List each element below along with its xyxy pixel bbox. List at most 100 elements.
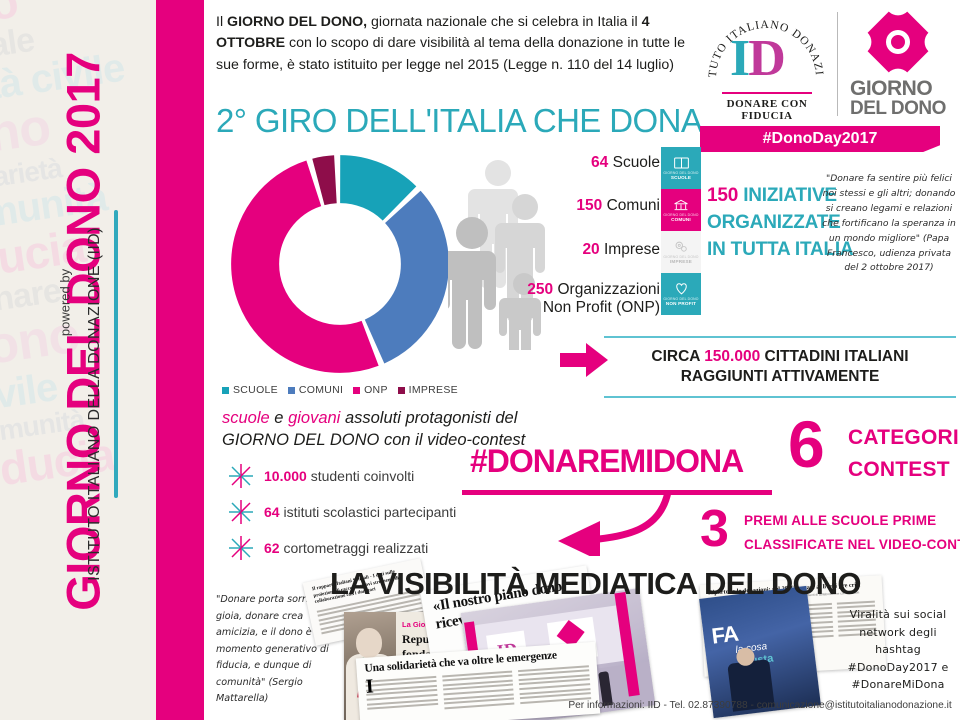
gdd-line1: GIORNO — [850, 77, 933, 100]
category-badges: GIORNO DEL DONO SCUOLE GIORNO DEL DONO C… — [661, 147, 701, 315]
iniziative-word: INIZIATIVE — [738, 185, 837, 206]
bullet-number: 64 — [264, 504, 280, 520]
left-sidebar: dono ufficiale carità civile dono solida… — [0, 0, 156, 720]
sidebar-divider — [114, 210, 118, 498]
legend-item-onp: ONP — [353, 384, 388, 396]
sg-mid2: assoluti protagonisti del — [340, 409, 518, 427]
bullet-list: 10.000 studenti coinvolti 64 istituti sc… — [226, 458, 556, 566]
circa-rule-top — [604, 336, 956, 338]
list-item: 64 istituti scolastici partecipanti — [226, 494, 556, 530]
gdd-wordmark: GIORNO DEL DONO — [850, 78, 948, 118]
stat-label-imprese: Imprese — [599, 240, 660, 258]
clipping-kicker: La Giornata — [402, 620, 444, 629]
stat-scuole: 64 Scuole — [500, 154, 660, 172]
heart-icon — [675, 283, 687, 295]
arrow-right-icon — [560, 343, 608, 377]
circa-line2: RAGGIUNTI ATTIVAMENTE — [680, 367, 880, 385]
contest-premi-line2: CLASSIFICATE NEL VIDEO-CONTEST — [744, 536, 960, 552]
contest-premi-line1: PREMI ALLE SCUOLE PRIME — [744, 513, 937, 528]
sg-pink-giovani: giovani — [288, 409, 341, 427]
sg-pink-scuole: scuole — [222, 409, 270, 427]
clipping-fa-la-cosa-giusta: FA la cosa giusta — [699, 585, 821, 719]
viral-line1: Viralità sui social — [849, 608, 947, 621]
hashtag-donaremidona: #DONAREMIDONA — [470, 443, 744, 479]
chart-legend: SCUOLE COMUNI ONP IMPRESE — [222, 384, 458, 396]
donut-chart — [228, 152, 452, 376]
bullet-text: 10.000 studenti coinvolti — [264, 468, 414, 484]
intro-bold-data: 4 OTTOBRE — [216, 14, 650, 52]
stat-number-scuole: 64 — [591, 154, 609, 171]
footer-contact: Per informazioni: IID - Tel. 02.87390788… — [568, 700, 952, 711]
viralita-block: Viralità sui social network degli hashta… — [840, 606, 956, 694]
logo-divider — [837, 12, 838, 116]
quote-matt-attribution: (Sergio Mattarella) — [216, 676, 303, 705]
stat-label-onp: Organizzazioni — [553, 280, 660, 298]
bullet-text: 62 cortometraggi realizzati — [264, 540, 428, 556]
sg-line2: GIORNO DEL DONO con il video-contest — [222, 430, 526, 449]
legend-swatch-imprese — [397, 386, 405, 394]
legend-item-comuni: COMUNI — [287, 384, 344, 396]
stat-label-scuole: Scuole — [608, 154, 660, 171]
list-item: 10.000 studenti coinvolti — [226, 458, 556, 494]
pink-accent-stripe — [156, 0, 204, 720]
gears-icon — [675, 241, 687, 252]
legend-label-scuole: SCUOLE — [233, 384, 278, 396]
iid-monogram: ID — [730, 33, 804, 85]
stat-imprese: 20 Imprese — [500, 241, 660, 259]
asterisk-star-icon — [229, 464, 253, 488]
bullet-number: 10.000 — [264, 468, 307, 484]
dropcap: I — [365, 675, 375, 698]
bullet-label: istituti scolastici partecipanti — [279, 504, 457, 520]
circa-rule-bottom — [604, 395, 956, 398]
people-silhouettes-icon — [448, 160, 545, 350]
legend-label-imprese: IMPRESE — [408, 384, 458, 396]
bullet-text: 64 istituti scolastici partecipanti — [264, 504, 456, 520]
curved-arrow-left-icon — [558, 490, 672, 556]
contest-six-number: 6 — [788, 407, 825, 481]
viral-line2: network degli — [859, 625, 937, 639]
iniziative-block: 150 INIZIATIVE ORGANIZZATE IN TUTTA ITAL… — [707, 183, 854, 264]
iid-arc-text: ISTITUTO ITALIANO DONAZIONE — [704, 10, 824, 78]
badge-cap1-scuole: GIORNO DEL DONO — [663, 170, 699, 175]
intro-mid2: con lo scopo di dare visibilità al tema … — [216, 35, 685, 73]
legend-label-comuni: COMUNI — [298, 384, 344, 396]
contest-categorie-label: CATEGORIE — [848, 426, 960, 449]
scuole-giovani-text: scuole e giovani assoluti protagonisti d… — [222, 408, 552, 452]
powered-by-label: powered by — [57, 268, 73, 337]
legend-item-scuole: SCUOLE — [222, 384, 278, 396]
circa-callout: CIRCA 150.000 CITTADINI ITALIANI RAGGIUN… — [604, 336, 956, 398]
iniziative-line2: ORGANIZZATE — [707, 211, 841, 233]
stat-onp: 250 Organizzazioni Non Profit (ONP) — [500, 281, 660, 318]
badge-nonprofit: GIORNO DEL DONO NON PROFIT — [661, 273, 701, 315]
legend-swatch-scuole — [222, 386, 229, 394]
iniziative-number: 150 — [707, 185, 739, 206]
badge-cap2-comuni: COMUNI — [671, 216, 691, 222]
asterisk-star-icon — [229, 500, 253, 524]
circa-post: CITTADINI ITALIANI — [760, 348, 909, 365]
list-item: 62 cortometraggi realizzati — [226, 530, 556, 566]
intro-paragraph: Il GIORNO DEL DONO, giornata nazionale c… — [216, 12, 688, 76]
press-clippings-collage: Il rapporto Italiani Solidali - I dati s… — [302, 558, 890, 720]
legend-swatch-comuni — [287, 386, 295, 394]
contest-contest-label: CONTEST — [848, 457, 950, 481]
viral-line3: hashtag — [875, 643, 921, 657]
contest-three-labels: PREMI ALLE SCUOLE PRIME CLASSIFICATE NEL… — [744, 509, 960, 556]
badge-cap1-comuni: GIORNO DEL DONO — [663, 212, 699, 217]
intro-pre: Il — [216, 14, 228, 30]
photo-figure-head — [356, 628, 382, 658]
organization-label: ISTITUTO ITALIANO DELLA DONAZIONE (IID) — [86, 227, 103, 581]
stat-label-onp-line2: Non Profit (ONP) — [542, 299, 660, 317]
gdd-line2: DEL DONO — [850, 98, 946, 119]
stats-list: 64 Scuole 150 Comuni 20 Imprese 250 Orga… — [500, 152, 660, 317]
legend-label-onp: ONP — [364, 384, 388, 396]
intro-bold-giorno: GIORNO DEL DONO, — [227, 14, 368, 30]
stat-number-comuni: 150 — [576, 197, 603, 215]
circa-text: CIRCA 150.000 CITTADINI ITALIANI RAGGIUN… — [604, 338, 956, 396]
asterisk-star-icon — [229, 536, 253, 560]
intro-mid1: giornata nazionale che si celebra in Ita… — [367, 14, 642, 30]
iid-letter-i: I — [730, 30, 750, 87]
sg-mid1: e — [269, 409, 289, 427]
contest-three-number: 3 — [700, 500, 729, 558]
stat-comuni: 150 Comuni — [500, 197, 660, 215]
